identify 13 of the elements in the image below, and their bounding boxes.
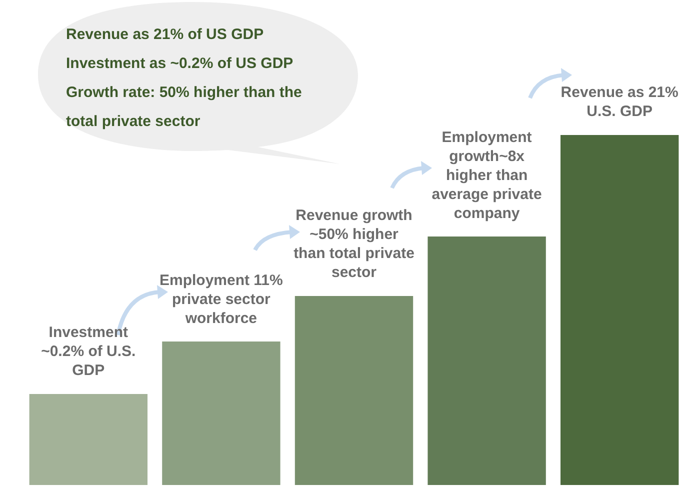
bar [428,236,546,485]
annotation: Investment ~0.2% of U.S. GDP [40,323,137,380]
bar [294,296,414,485]
annotation: Revenue growth ~50% higher than total private sector [292,206,416,282]
annotation: Employment growth~8x higher than average private company [430,128,543,222]
annotation: Employment 11% private sector workforce [159,270,284,328]
bar [560,135,679,485]
text: Revenue as 21% of US GDP [66,25,265,45]
text: Revenue as 21% U.S. GDP [560,83,680,121]
text: Investment as ~0.2% of US GDP [66,54,294,74]
bar [162,342,280,485]
text: Growth rate: 50% higher than the total private sector [66,83,303,132]
bar [29,394,148,485]
